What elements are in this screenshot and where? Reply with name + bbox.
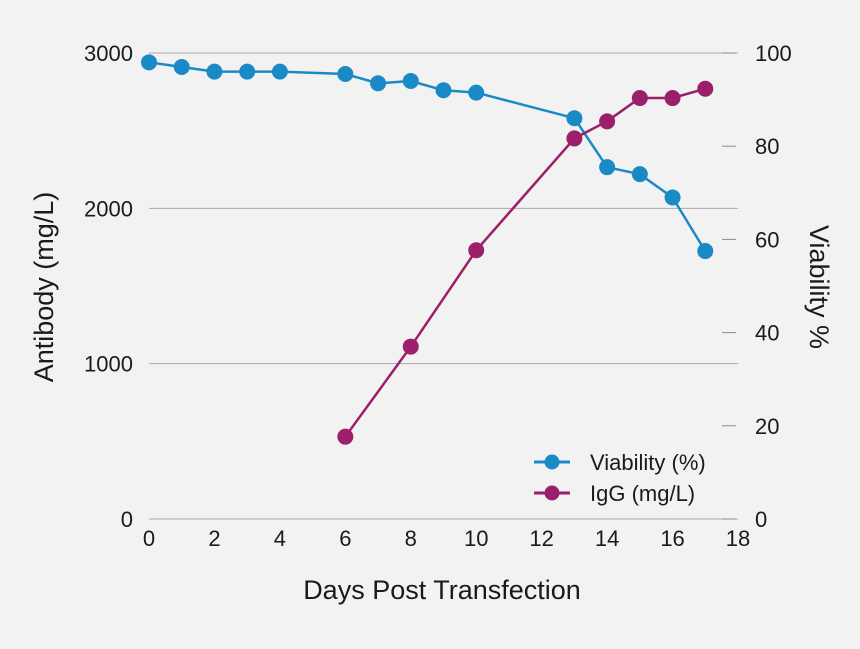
viability-point (631, 166, 648, 183)
y-left-axis-ticks: 0 1000 2000 3000 (84, 41, 133, 532)
viability-series-line (148, 61, 707, 252)
viability-point (599, 159, 616, 176)
y-right-tick-label: 80 (755, 134, 779, 159)
viability-point (173, 58, 190, 75)
y-right-tick-label: 100 (755, 41, 792, 66)
legend-igg-marker (544, 485, 560, 501)
viability-point (337, 65, 354, 82)
legend-igg-label: IgG (mg/L) (590, 481, 695, 506)
x-tick-label: 6 (339, 526, 351, 551)
y-right-axis-ticks: 0 20 40 60 80 100 (722, 41, 792, 532)
y-left-tick-label: 0 (121, 507, 133, 532)
viability-point (141, 54, 157, 71)
series-layer (141, 54, 714, 445)
x-axis-ticks: 0 2 4 6 8 10 12 14 16 18 (143, 526, 750, 551)
viability-point (468, 84, 485, 101)
igg-point (402, 338, 419, 355)
legend: Viability (%) IgG (mg/L) (534, 450, 706, 506)
viability-point (402, 72, 419, 89)
viability-point (271, 63, 288, 80)
igg-point (468, 242, 485, 259)
y-left-tick-label: 3000 (84, 41, 133, 66)
x-tick-label: 16 (660, 526, 684, 551)
gridlines (149, 52, 738, 520)
igg-point (664, 90, 681, 107)
x-tick-label: 18 (726, 526, 750, 551)
x-tick-label: 10 (464, 526, 488, 551)
viability-point (697, 243, 714, 260)
y-right-tick-label: 40 (755, 321, 779, 346)
x-tick-label: 8 (405, 526, 417, 551)
viability-point (206, 63, 223, 80)
igg-point (697, 80, 714, 97)
y-right-tick-label: 20 (755, 414, 779, 439)
viability-point (239, 63, 256, 80)
y-left-axis-title: Antibody (mg/L) (29, 192, 59, 383)
legend-viability-label: Viability (%) (590, 450, 706, 475)
igg-point (566, 130, 583, 147)
igg-point (337, 428, 354, 445)
viability-point (566, 110, 583, 127)
x-tick-label: 12 (529, 526, 553, 551)
y-left-tick-label: 2000 (84, 196, 133, 221)
igg-point (631, 90, 648, 107)
viability-point (435, 82, 452, 99)
x-tick-label: 4 (274, 526, 286, 551)
x-tick-label: 2 (208, 526, 220, 551)
legend-viability-marker (544, 454, 560, 470)
x-tick-label: 14 (595, 526, 619, 551)
x-axis-title: Days Post Transfection (303, 575, 581, 605)
y-right-tick-label: 0 (755, 507, 767, 532)
y-left-tick-label: 1000 (84, 352, 133, 377)
x-tick-label: 0 (143, 526, 155, 551)
igg-point (599, 113, 616, 130)
viability-point (370, 75, 387, 92)
y-right-axis-title: Viability % (804, 225, 834, 349)
viability-point (664, 189, 681, 206)
y-right-tick-label: 60 (755, 227, 779, 252)
igg-series-line (344, 87, 706, 438)
